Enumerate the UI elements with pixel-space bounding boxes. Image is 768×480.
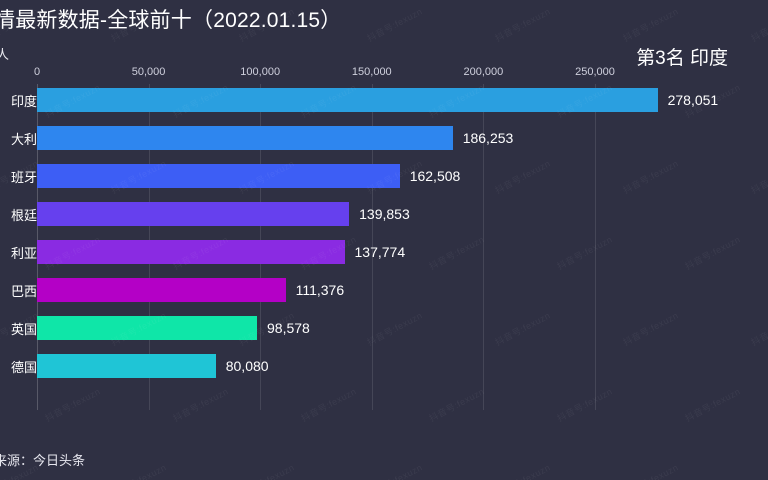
bar-category-label: 英国 [10, 322, 37, 337]
bar-category-label: 根廷 [10, 208, 37, 223]
bar-category-label: 利亚 [10, 246, 37, 261]
source-credit: 来源：今日头条 [0, 453, 86, 468]
bar-row: 英国 98,578 [0, 313, 768, 351]
bar-value-label: 162,508 [409, 168, 461, 184]
x-axis-tick-200000: 200,000 [463, 66, 504, 78]
bar-value-label: 278,051 [667, 92, 719, 108]
bar-row: 巴西 111,376 [0, 275, 768, 313]
bar-category-label: 德国 [10, 360, 37, 375]
bar-英国 [37, 316, 258, 340]
bar-value-label: 137,774 [354, 244, 406, 260]
bar-row: 印度 278,051 [0, 85, 768, 123]
bar-category-label: 大利 [10, 132, 37, 147]
gridline-250000 [595, 84, 596, 410]
chart-bars: 印度 278,051 大利 186,253 班牙 162,508 根廷 139,853 利亚 13… [0, 84, 768, 410]
bar-印度 [37, 88, 658, 112]
bar-利亚 [37, 240, 345, 264]
bar-row: 班牙 162,508 [0, 161, 768, 199]
watermark-text: 抖音号:fexuzn [621, 460, 681, 480]
bar-根廷 [37, 202, 350, 226]
axis-unit-label: 人 [0, 47, 10, 62]
watermark-text: 抖音号:fexuzn [365, 460, 425, 480]
bar-value-label: 98,578 [267, 320, 310, 336]
watermark-text: 抖音号:fexuzn [365, 6, 425, 44]
bar-row: 德国 80,080 [0, 351, 768, 389]
x-axis-tick-50000: 50,000 [131, 66, 166, 78]
page-title: 情最新数据-全球前十（2022.01.15） [0, 9, 342, 32]
x-axis-tick-250000: 250,000 [575, 66, 615, 78]
bar-row: 利亚 137,774 [0, 237, 768, 275]
bar-category-label: 班牙 [10, 170, 37, 185]
watermark-text: 抖音号:fexuzn [621, 6, 681, 44]
gridline-200000 [483, 84, 485, 410]
bar-班牙 [37, 164, 400, 188]
bar-row: 根廷 139,853 [0, 199, 768, 237]
bar-巴西 [37, 278, 286, 302]
watermark-text: 抖音号:fexuzn [749, 460, 768, 480]
x-axis-tick-100000: 100,000 [240, 66, 281, 78]
watermark-text: 抖音号:fexuzn [493, 6, 553, 44]
bar-大利 [37, 126, 453, 150]
bar-row: 大利 186,253 [0, 123, 768, 161]
watermark-text: 抖音号:fexuzn [749, 6, 768, 44]
x-axis-tick-0: 0 [33, 66, 41, 78]
watermark-text: 抖音号:fexuzn [493, 460, 553, 480]
x-axis-tick-labels: 0 50,000 100,000 150,000 200,000 250,000 [0, 64, 768, 84]
bar-value-label: 139,853 [359, 206, 410, 222]
rank-caption: 第3名 印度 [636, 48, 728, 69]
watermark-text: 抖音号:fexuzn [109, 460, 169, 480]
bar-德国 [37, 354, 216, 378]
bar-value-label: 186,253 [462, 130, 514, 146]
bar-value-label: 111,376 [295, 282, 345, 298]
gridline-150000 [371, 84, 373, 410]
x-axis-tick-150000: 150,000 [351, 66, 392, 78]
watermark-text: 抖音号:fexuzn [237, 460, 297, 480]
bar-category-label: 印度 [10, 94, 37, 109]
chart-plot-area: 0 50,000 100,000 150,000 200,000 250,000 印度 27… [0, 64, 768, 410]
bar-value-label: 80,080 [225, 358, 269, 374]
bar-category-label: 巴西 [10, 284, 37, 299]
